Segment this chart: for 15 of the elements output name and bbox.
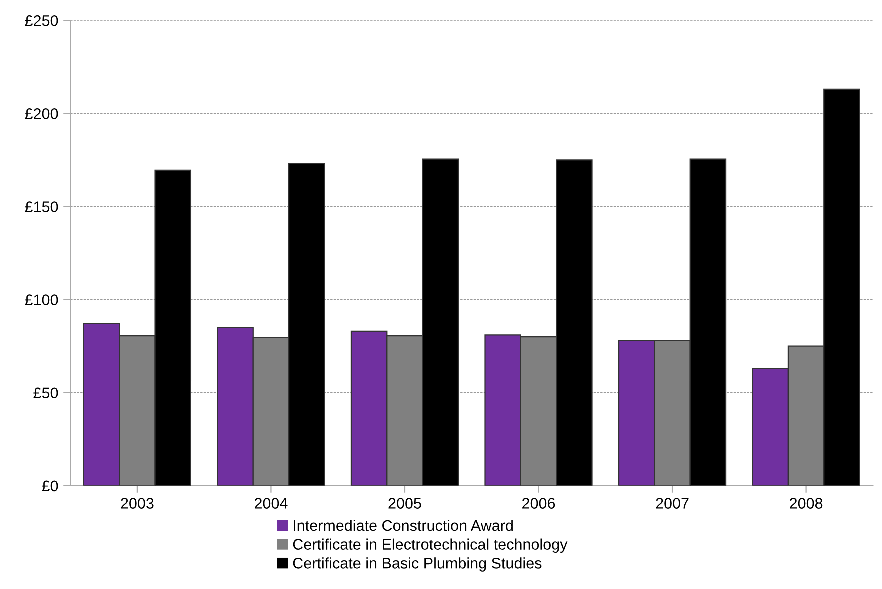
x-tick-label: 2008 — [790, 498, 823, 509]
x-tick-label: 2003 — [121, 498, 154, 509]
y-tick-label: £50 — [34, 388, 58, 399]
legend-label: Certificate in Basic Plumbing Studies — [293, 558, 542, 572]
x-tick-label: 2006 — [522, 498, 556, 509]
x-tick-label: 2007 — [656, 498, 689, 509]
legend-label: Intermediate Construction Award — [294, 520, 513, 532]
y-tick-label: £100 — [25, 294, 58, 306]
legend-label: Certificate in Electrotechnical technology — [293, 538, 568, 554]
y-tick-label: £150 — [25, 202, 58, 212]
y-tick-label: £250 — [25, 15, 58, 26]
x-tick-label: 2005 — [388, 498, 422, 509]
y-tick-label: £200 — [25, 108, 58, 120]
x-tick-label: 2004 — [254, 498, 288, 509]
y-tick-label: £0 — [42, 480, 58, 492]
